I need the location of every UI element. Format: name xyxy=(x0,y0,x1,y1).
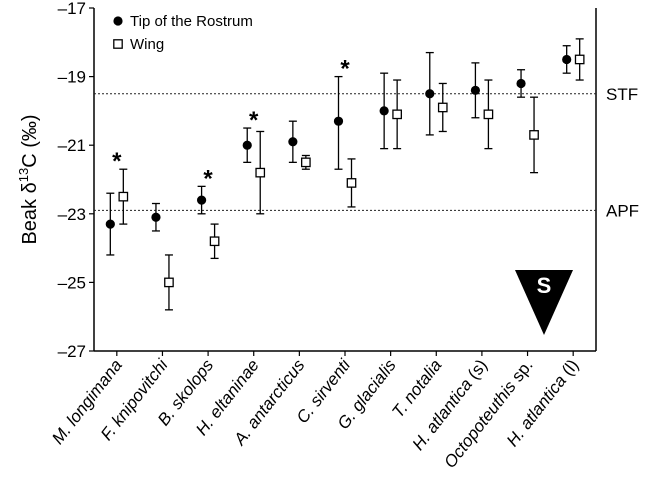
data-point xyxy=(288,137,298,147)
data-point xyxy=(255,167,266,178)
ref-label-stf: STF xyxy=(606,85,638,104)
data-point xyxy=(105,219,115,229)
data-point xyxy=(562,54,572,65)
data-point xyxy=(425,89,435,99)
data-point xyxy=(470,85,481,95)
significance-star: * xyxy=(112,148,122,175)
series-wing xyxy=(118,38,585,311)
data-point xyxy=(301,157,311,168)
legend-label-wing: Wing xyxy=(130,36,164,53)
annotation: S xyxy=(515,270,573,335)
reference-lines: STF APF xyxy=(94,85,639,220)
data-point xyxy=(118,191,129,202)
data-point xyxy=(333,116,344,126)
data-point xyxy=(242,140,252,150)
data-point xyxy=(379,106,389,116)
y-axis-title: Beak δ13C (‰) xyxy=(16,114,41,244)
data-point xyxy=(516,78,526,89)
legend: Tip of the Rostrum Wing xyxy=(113,13,253,53)
y-ticks: –17 –19 –21 –23 –25 –27 xyxy=(58,0,94,361)
y-tick-label: –21 xyxy=(58,136,86,155)
y-tick-label: –19 xyxy=(58,68,86,87)
legend-marker-wing xyxy=(113,39,123,49)
x-ticks xyxy=(116,351,574,356)
triangle-label: S xyxy=(537,273,552,298)
series-layer xyxy=(105,38,585,311)
data-point xyxy=(392,109,402,120)
data-point xyxy=(346,178,357,188)
significance-star: * xyxy=(340,56,350,83)
ref-label-apf: APF xyxy=(606,201,639,220)
y-tick-label: –23 xyxy=(58,205,86,224)
significance-star: * xyxy=(249,107,259,134)
y-tick-label: –17 xyxy=(58,0,86,18)
series-rostrum xyxy=(105,45,572,256)
legend-marker-rostrum xyxy=(113,16,123,26)
significance-star: * xyxy=(203,165,213,192)
data-point xyxy=(164,277,174,288)
direction-triangle xyxy=(515,270,573,335)
significance-markers: * * * * xyxy=(112,56,350,193)
data-point xyxy=(529,130,539,140)
data-point xyxy=(209,236,220,247)
y-tick-label: –25 xyxy=(58,273,86,292)
legend-label-rostrum: Tip of the Rostrum xyxy=(130,13,253,30)
data-point xyxy=(196,195,207,205)
y-axis-label: Beak δ13C (‰) xyxy=(16,114,41,244)
y-tick-label: –27 xyxy=(58,342,86,361)
data-point xyxy=(574,54,585,65)
data-point xyxy=(437,102,448,113)
data-point xyxy=(151,212,161,222)
data-point xyxy=(483,109,494,120)
